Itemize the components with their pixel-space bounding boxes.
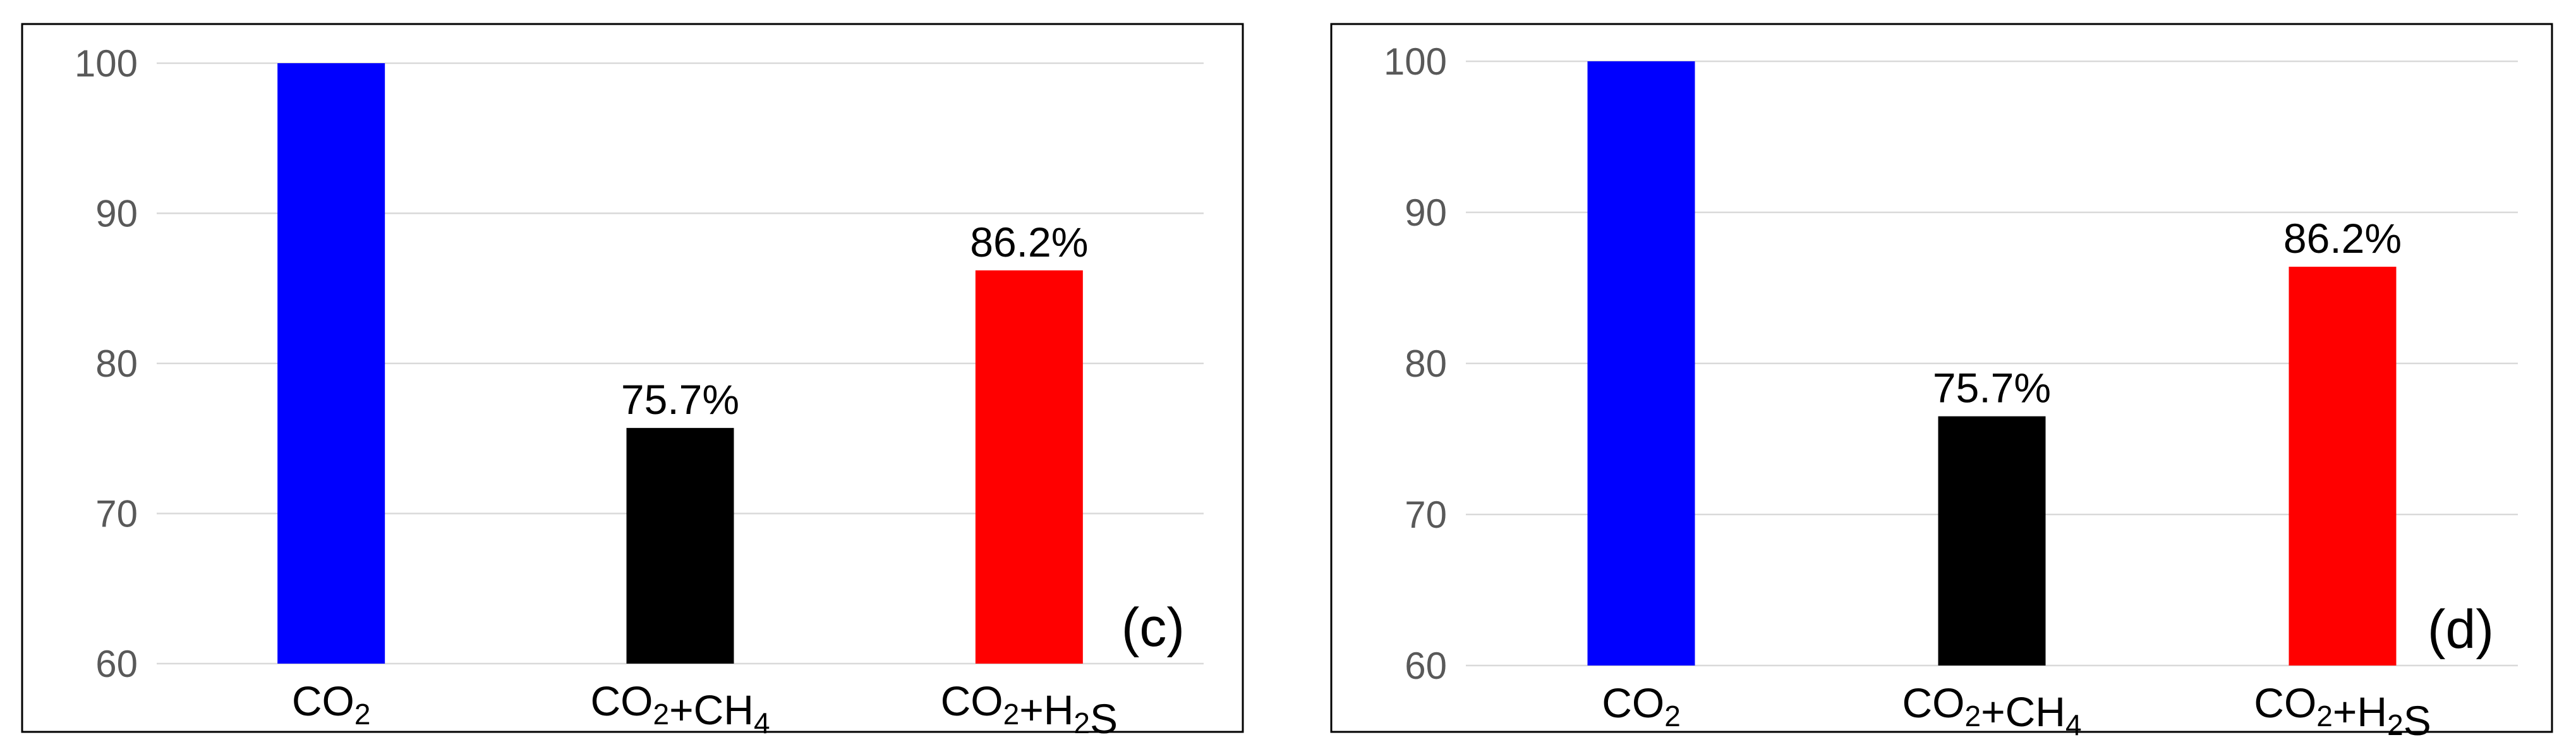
x-category-label: CO2+H2S	[2254, 679, 2431, 744]
x-category-label: CO2	[1602, 679, 1681, 733]
y-tick-label: 70	[95, 493, 138, 535]
bar	[626, 428, 734, 664]
y-tick-label: 60	[95, 643, 138, 685]
x-category-label: CO2	[292, 678, 371, 731]
bar	[975, 270, 1083, 664]
y-tick-label: 80	[1405, 343, 1447, 385]
y-tick-label: 90	[1405, 192, 1447, 234]
y-tick-label: 100	[75, 42, 138, 85]
bar	[2289, 267, 2397, 666]
x-category-label: CO2+H2S	[941, 678, 1118, 742]
panel-label: (d)	[2428, 599, 2494, 660]
chart-panel-d: 60 70 80 90 100 CO2 75.7% CO2+CH4 86.2% CO2+H2S (d…	[1330, 23, 2553, 744]
y-tick-label: 80	[95, 343, 138, 385]
data-label: 86.2%	[970, 219, 1088, 265]
data-label: 86.2%	[2283, 215, 2402, 262]
y-tick-label: 100	[1384, 40, 1447, 83]
data-label: 75.7%	[621, 376, 739, 423]
x-category-label: CO2+CH4	[590, 678, 770, 739]
y-tick-label: 60	[1405, 645, 1447, 687]
data-label: 75.7%	[1933, 365, 2051, 411]
y-tick-label: 70	[1405, 494, 1447, 536]
bar	[1587, 61, 1695, 666]
y-tick-label: 90	[95, 193, 138, 235]
x-category-label: CO2+CH4	[1902, 679, 2081, 741]
bar	[1938, 416, 2046, 666]
chart-panel-c: 60 70 80 90 100 CO2 75.7% CO2+CH4 86.2% CO2+H2S(c…	[21, 23, 1244, 742]
panel-label: (c)	[1122, 597, 1185, 658]
bar	[277, 63, 385, 664]
